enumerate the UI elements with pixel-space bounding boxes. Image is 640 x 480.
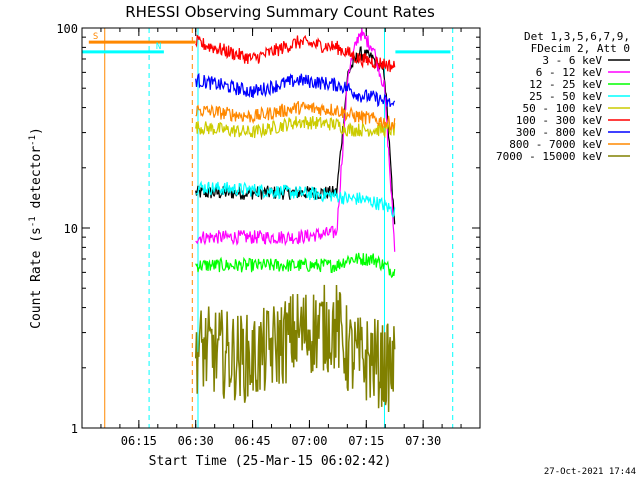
y-axis-label-main: Count Rate (s [29,227,44,329]
series-line-5 [195,34,396,73]
chart-title: RHESSI Observing Summary Count Rates [125,3,435,21]
axis-ticks: 06:15 06:30 06:45 07:00 07:15 07:30 1 10 100 [56,22,481,448]
svg-text:Count Rate (s-1 detector-1): Count Rate (s-1 detector-1) [28,127,44,329]
legend-label-0: 3 - 6 keV [542,54,602,67]
x-tick-label-3: 07:00 [291,434,327,448]
x-tick-label-2: 06:45 [235,434,271,448]
plot-area [104,28,454,428]
legend-label-6: 300 - 800 keV [516,126,602,139]
legend-label-7: 800 - 7000 keV [509,138,602,151]
legend-label-5: 100 - 300 keV [516,114,602,127]
legend: Det 1,3,5,6,7,9, FDecim 2, Att 0 3 - 6 k… [496,30,630,163]
series-line-8 [194,284,396,413]
x-tick-label-4: 07:15 [348,434,384,448]
y-axis-label-exp1: -1 [28,216,38,227]
series-line-2 [195,252,396,279]
x-tick-label-0: 06:15 [121,434,157,448]
flag-bar-label-1: N [156,42,161,52]
legend-label-3: 25 - 50 keV [529,90,602,103]
flag-bars: SN [82,32,451,54]
y-axis-label: Count Rate (s-1 detector-1) [28,127,44,329]
x-axis-label: Start Time (25-Mar-15 06:02:42) [149,454,392,469]
y-axis-label-exp2: -1 [28,135,38,146]
legend-label-4: 50 - 100 keV [523,102,603,115]
series-line-1 [195,28,396,252]
y-tick-label-1: 10 [64,222,78,236]
series-line-6 [195,72,396,108]
legend-label-8: 7000 - 15000 keV [496,150,602,163]
footer-date: 27-Oct-2021 17:44 [544,467,636,477]
legend-header-line-1: Det 1,3,5,6,7,9, [524,30,630,43]
y-tick-label-2: 100 [56,22,78,36]
legend-header-line-2: FDecim 2, Att 0 [531,42,630,55]
legend-label-2: 12 - 25 keV [529,78,602,91]
series-line-3 [195,180,396,218]
series-line-7 [195,100,396,131]
legend-label-1: 6 - 12 keV [536,66,603,79]
y-tick-label-0: 1 [71,422,78,436]
series-line-4 [195,116,396,139]
x-tick-label-5: 07:30 [405,434,441,448]
y-axis-label-mid: detector [29,146,44,217]
x-tick-label-1: 06:30 [178,434,214,448]
flag-bar-label-0: S [93,32,98,42]
y-axis-label-end: ) [29,127,44,135]
